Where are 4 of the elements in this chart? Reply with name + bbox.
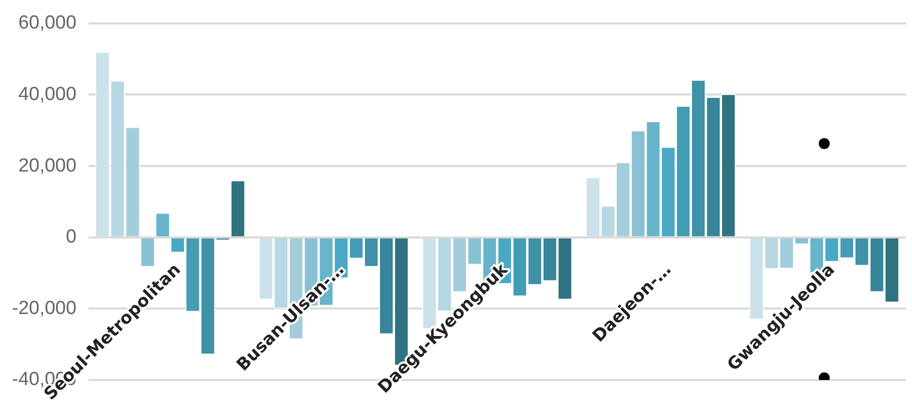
y-tick-label: 60,000 [18, 12, 76, 34]
y-tick-label: 0 [66, 226, 76, 248]
y-tick-label: 40,000 [18, 84, 76, 105]
y-tick-label: 20,000 [18, 155, 76, 176]
